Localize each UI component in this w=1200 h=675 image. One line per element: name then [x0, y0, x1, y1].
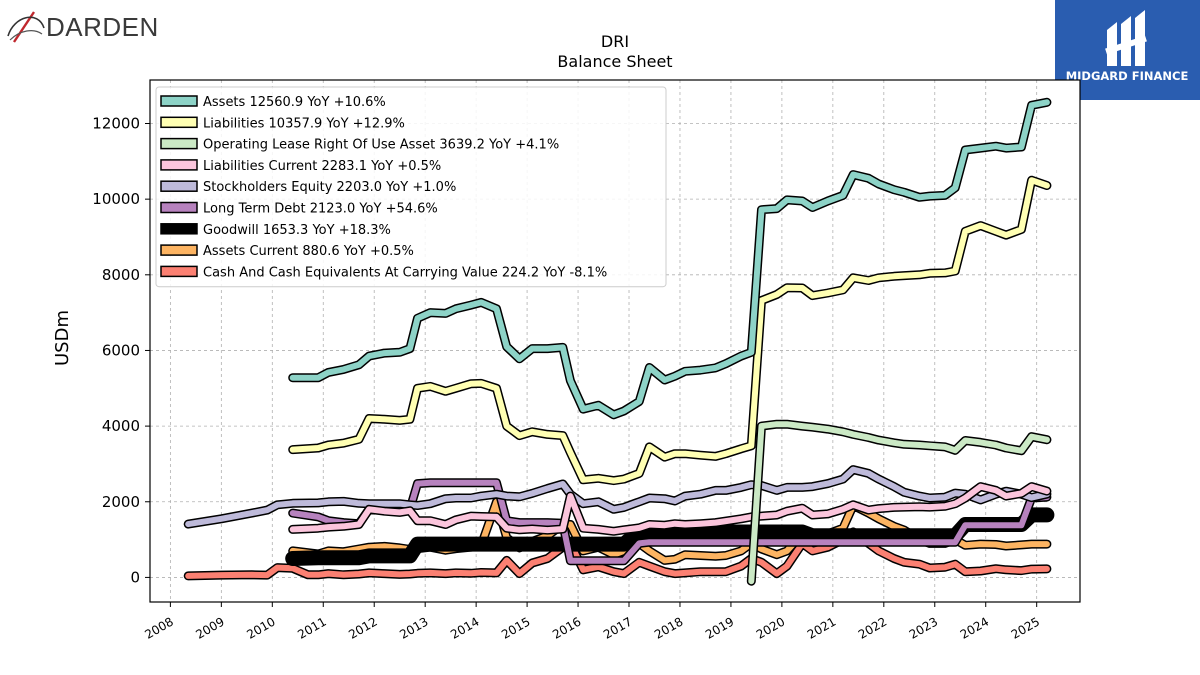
- legend-label: Liabilities 10357.9 YoY +12.9%: [203, 116, 405, 131]
- series-5: [288, 478, 1052, 566]
- series-line: [185, 466, 1050, 528]
- legend-label: Assets Current 880.6 YoY +0.5%: [203, 244, 414, 259]
- series-6: [285, 507, 1055, 566]
- series-line: [289, 483, 1050, 535]
- x-tick-label: 2018: [652, 614, 685, 641]
- series-line: [289, 99, 1050, 418]
- series-line: [748, 421, 1050, 585]
- legend-swatch: [160, 137, 198, 150]
- x-tick-label: 2019: [703, 614, 736, 641]
- x-tick-label: 2009: [193, 614, 226, 641]
- y-tick-label: 4000: [102, 417, 140, 435]
- legend: Assets 12560.9 YoY +10.6% Liabilities 103…: [155, 86, 667, 288]
- y-tick-label: 2000: [102, 493, 140, 511]
- legend-item: Long Term Debt 2123.0 YoY +54.6%: [160, 201, 438, 217]
- legend-label: Long Term Debt 2123.0 YoY +54.6%: [203, 202, 438, 217]
- series-4: [183, 465, 1052, 529]
- company-logo-text: DARDEN: [46, 12, 159, 42]
- y-tick-label: 0: [130, 568, 140, 586]
- series-3: [288, 482, 1052, 536]
- legend-item: Assets Current 880.6 YoY +0.5%: [160, 244, 414, 259]
- series-1: [288, 175, 1052, 486]
- chart-subtitle: Balance Sheet: [557, 52, 672, 71]
- legend-swatch: [160, 223, 198, 235]
- x-tick-label: 2025: [1009, 614, 1042, 641]
- legend-swatch: [160, 244, 198, 256]
- x-tick-label: 2017: [601, 614, 634, 641]
- x-tick-label: 2021: [805, 614, 838, 641]
- brand-logo-text: MIDGARD FINANCE: [1066, 69, 1189, 83]
- legend-label: Stockholders Equity 2203.0 YoY +1.0%: [203, 180, 456, 195]
- x-tick-label: 2010: [244, 614, 277, 641]
- brand-logo-mark: MIDGARD FINANCE: [1066, 10, 1189, 83]
- legend-item: Operating Lease Right Of Use Asset 3639.…: [160, 137, 559, 153]
- series-line: [289, 479, 1050, 564]
- y-axis-label: USDm: [52, 310, 73, 366]
- series-8: [183, 527, 1052, 581]
- company-logo: DARDEN: [4, 6, 174, 48]
- brand-logo: MIDGARD FINANCE: [1055, 0, 1200, 100]
- x-tick-label: 2013: [397, 614, 430, 641]
- legend-item: Cash And Cash Equivalents At Carrying Va…: [160, 265, 607, 280]
- x-tick-label: 2011: [295, 614, 328, 641]
- legend-swatch: [160, 201, 198, 214]
- x-tick-label: 2014: [448, 614, 481, 641]
- legend-swatch: [160, 159, 198, 171]
- legend-swatch: [160, 95, 198, 107]
- y-tick-label: 6000: [102, 341, 140, 359]
- legend-label: Goodwill 1653.3 YoY +18.3%: [203, 223, 391, 238]
- legend-item: Assets 12560.9 YoY +10.6%: [160, 95, 386, 110]
- series-2: [746, 419, 1052, 586]
- x-tick-label: 2020: [754, 614, 787, 641]
- legend-swatch: [160, 180, 198, 192]
- x-tick-label: 2023: [907, 614, 940, 641]
- x-tick-label: 2022: [856, 614, 889, 641]
- x-tick-label: 2016: [550, 614, 583, 641]
- legend-swatch: [160, 116, 198, 129]
- series-layer: [183, 97, 1055, 586]
- legend-item: Liabilities Current 2283.1 YoY +0.5%: [160, 159, 441, 174]
- series-0: [288, 97, 1052, 420]
- legend-label: Liabilities Current 2283.1 YoY +0.5%: [203, 159, 441, 174]
- x-tick-label: 2015: [499, 614, 532, 641]
- legend-label: Assets 12560.9 YoY +10.6%: [203, 95, 386, 110]
- x-tick-label: 2008: [142, 614, 175, 641]
- chart-title: DRI: [601, 32, 629, 51]
- y-tick-label: 8000: [102, 266, 140, 284]
- axes: [145, 79, 1081, 607]
- legend-label: Operating Lease Right Of Use Asset 3639.…: [203, 138, 559, 153]
- x-tick-label: 2012: [346, 614, 379, 641]
- series-line: [286, 508, 1053, 565]
- legend-item: Stockholders Equity 2203.0 YoY +1.0%: [160, 180, 456, 195]
- legend-item: Goodwill 1653.3 YoY +18.3%: [160, 223, 391, 238]
- series-line: [289, 177, 1050, 484]
- company-logo-mark: DARDEN: [7, 11, 159, 43]
- legend-label: Cash And Cash Equivalents At Carrying Va…: [203, 265, 607, 280]
- legend-item: Liabilities 10357.9 YoY +12.9%: [160, 116, 405, 131]
- legend-box: [155, 86, 667, 288]
- legend-swatch: [160, 265, 198, 278]
- x-tick-label: 2024: [958, 614, 991, 641]
- plot-frame: [149, 79, 1081, 603]
- y-tick-label: 12000: [92, 115, 140, 133]
- series-line: [185, 529, 1050, 579]
- y-tick-label: 10000: [92, 190, 140, 208]
